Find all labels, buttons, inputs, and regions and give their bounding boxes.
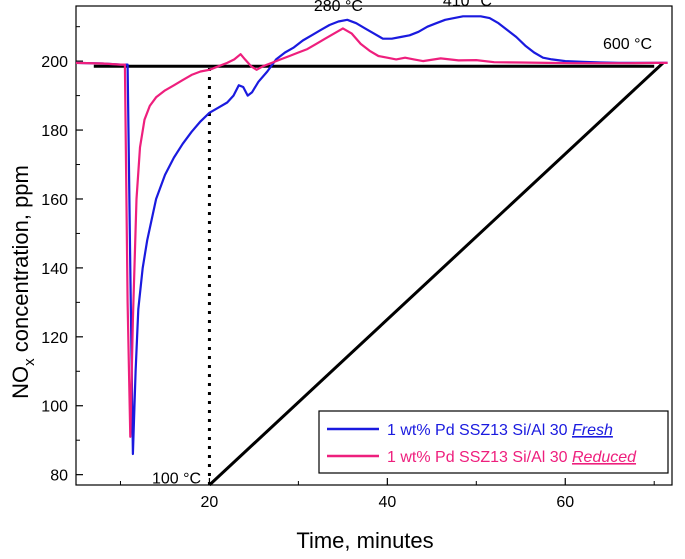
temperature-annotations: 280 °C 410 °C 600 °C 100 °C <box>152 0 652 487</box>
legend-label-name: 1 wt% Pd SSZ13 Si/Al 30 <box>387 422 572 439</box>
temperature-ramp-line <box>208 61 665 487</box>
y-tick-label: 120 <box>41 330 68 347</box>
series-line-fresh <box>75 15 668 456</box>
legend-label-suffix: Reduced <box>572 449 637 466</box>
x-tick-label: 60 <box>556 494 574 511</box>
plot-frame <box>75 5 673 486</box>
y-tick-label: 160 <box>41 192 68 209</box>
y-tick-label: 180 <box>41 123 68 140</box>
legend-label: 1 wt% Pd SSZ13 Si/Al 30 Fresh <box>387 422 613 439</box>
y-axis-label-rest: concentration, ppm <box>8 165 33 358</box>
legend-label-name: 1 wt% Pd SSZ13 Si/Al 30 <box>387 449 572 466</box>
reference-lines <box>93 61 665 487</box>
x-tick-label: 40 <box>378 494 396 511</box>
y-axis-label: NOx concentration, ppm <box>8 165 38 399</box>
legend-box <box>318 410 669 474</box>
temperature-annotation: 600 °C <box>603 36 652 53</box>
temperature-annotation: 280 °C <box>314 0 363 15</box>
y-axis-label-main: NO <box>8 366 33 399</box>
temperature-annotation: 410 °C <box>443 0 492 10</box>
y-tick-label: 80 <box>50 468 68 485</box>
y-tick-label: 100 <box>41 399 68 416</box>
y-tick-label: 200 <box>41 54 68 71</box>
y-tick-label: 140 <box>41 261 68 278</box>
legend-label: 1 wt% Pd SSZ13 Si/Al 30 Reduced <box>387 449 637 466</box>
x-axis-label: Time, minutes <box>296 528 433 553</box>
x-tick-label: 20 <box>201 494 219 511</box>
axis-ticks: 80 100 120 140 160 180 200 20 40 60 <box>41 26 655 511</box>
y-axis-label-subscript: x <box>21 358 38 366</box>
data-series <box>75 15 668 456</box>
plot-area-border <box>75 5 673 486</box>
temperature-annotation: 100 °C <box>152 470 201 487</box>
series-line-reduced <box>75 27 668 438</box>
legend-label-suffix: Fresh <box>572 422 613 439</box>
